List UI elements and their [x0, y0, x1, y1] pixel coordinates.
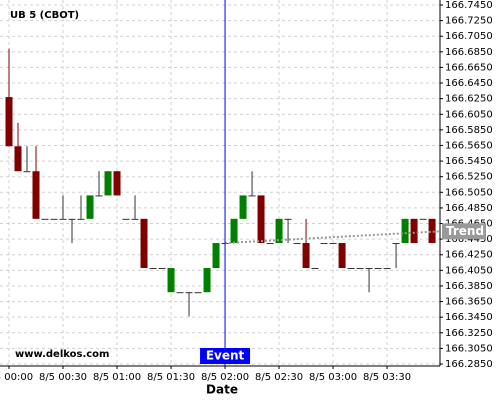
y-tick-label: 166.5050	[445, 187, 493, 198]
x-tick-label: 8/5 01:30	[147, 372, 195, 383]
candle-body	[194, 292, 202, 294]
candle-body	[347, 268, 355, 270]
y-tick-label: 166.6450	[445, 78, 493, 89]
candle-body	[149, 268, 157, 270]
candle-body	[239, 195, 247, 219]
event-label-box	[200, 348, 251, 364]
candle-body	[356, 268, 364, 270]
x-tick-label: 8/5 03:00	[309, 372, 357, 383]
candle-body	[419, 218, 427, 220]
candle-body	[266, 243, 274, 245]
candle-body	[212, 243, 220, 269]
trend-label-box	[442, 223, 486, 240]
candle-body	[122, 218, 130, 220]
y-tick-label: 166.2850	[445, 359, 493, 370]
candle-body	[95, 195, 103, 197]
y-tick-label: 166.6250	[445, 94, 493, 105]
candle-body	[311, 268, 319, 270]
watermark: www.delkos.com	[15, 349, 109, 360]
candle-body	[176, 292, 184, 294]
candle-body	[248, 195, 256, 197]
candle-body	[383, 268, 391, 270]
chart-title: UB 5 (CBOT)	[10, 10, 79, 21]
y-tick-label: 166.3450	[445, 312, 493, 323]
x-tick-label: 8/5 03:30	[363, 372, 411, 383]
candle-body	[104, 171, 112, 196]
candle-body	[23, 171, 31, 173]
candle-body	[428, 218, 436, 244]
y-tick-label: 166.3050	[445, 343, 493, 354]
candle-body	[257, 195, 265, 244]
candle-body	[59, 218, 67, 220]
candle-body	[230, 218, 238, 244]
candle-body	[131, 218, 139, 220]
y-tick-label: 166.5650	[445, 140, 493, 151]
plot-area	[0, 0, 440, 366]
candle-body	[401, 218, 409, 244]
y-tick-label: 166.3850	[445, 281, 493, 292]
y-tick-label: 166.6850	[445, 47, 493, 58]
y-tick-label: 166.3650	[445, 297, 493, 308]
candle-body	[203, 268, 211, 293]
candle-body	[167, 268, 175, 293]
candle-body	[284, 218, 292, 220]
y-tick-label: 166.4850	[445, 203, 493, 214]
y-tick-label: 166.5250	[445, 172, 493, 183]
y-tick-label: 166.7250	[445, 16, 493, 27]
trend-label: Trend	[446, 224, 484, 238]
x-tick-label: 8/5 01:00	[93, 372, 141, 383]
candle-body	[77, 218, 85, 220]
x-axis-label: Date	[206, 383, 238, 397]
x-tick-label: 8/5 02:30	[255, 372, 303, 383]
x-tick-label: 8/5 02:00	[201, 372, 249, 383]
candle-body	[14, 146, 22, 172]
y-tick-label: 166.4250	[445, 250, 493, 261]
y-tick-label: 166.3250	[445, 328, 493, 339]
candle-body	[392, 243, 400, 245]
candle-body	[158, 268, 166, 270]
candle-body	[275, 218, 283, 244]
candle-body	[68, 218, 76, 220]
candle-body	[410, 218, 418, 244]
candle-body	[41, 218, 49, 220]
y-tick-label: 166.5450	[445, 156, 493, 167]
candle-body	[329, 243, 337, 245]
candle-body	[86, 195, 94, 219]
y-tick-label: 166.6650	[445, 62, 493, 73]
x-tick-label: 8/5 00:30	[39, 372, 87, 383]
y-tick-label: 166.4450	[445, 234, 493, 245]
candle-body	[50, 218, 58, 220]
candle-body	[5, 97, 13, 147]
candle-body	[365, 268, 373, 270]
y-tick-label: 166.5850	[445, 125, 493, 136]
candle-body	[338, 243, 346, 269]
event-label: Event	[206, 349, 245, 363]
candle-body	[140, 218, 148, 269]
candle-body	[293, 243, 301, 245]
y-tick-label: 166.7050	[445, 31, 493, 42]
candle-body	[113, 171, 121, 196]
x-tick-label: 8/5 00:00	[0, 372, 33, 383]
y-tick-label: 166.6050	[445, 109, 493, 120]
candle-body	[32, 171, 40, 219]
y-tick-label: 166.7450	[445, 0, 493, 11]
candle-body	[185, 292, 193, 294]
candle-body	[320, 243, 328, 245]
candle-body	[374, 268, 382, 270]
y-tick-label: 166.4050	[445, 265, 493, 276]
candle-body	[302, 243, 310, 269]
